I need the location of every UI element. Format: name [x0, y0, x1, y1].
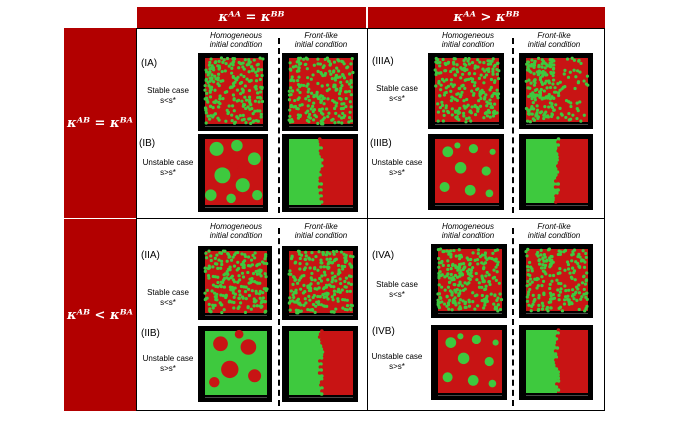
case-stable-line2: s<s* — [389, 290, 405, 299]
sim-panel-IIIA-homogeneous — [428, 53, 504, 129]
sim-panel-IA-front — [282, 53, 358, 131]
subcol-title-line1: Homogeneous — [209, 31, 263, 40]
case-stable: Stable case s<s* — [368, 280, 426, 300]
sim-panel-IVB-front — [519, 325, 593, 400]
sim-panel-IVB-homogeneous — [431, 325, 507, 400]
sim-panel-IB-homogeneous — [198, 134, 268, 212]
subcol-title-line1: Front-like — [537, 222, 571, 231]
case-stable: Stable case s<s* — [368, 84, 426, 104]
case-unstable-line1: Unstable case — [371, 158, 423, 167]
sim-panel-IIA-front — [282, 246, 358, 320]
divider-III — [512, 38, 514, 213]
label-IIIA: (IIIA) — [372, 56, 394, 67]
case-stable-line1: Stable case — [147, 86, 189, 95]
case-unstable-line2: s>s* — [389, 168, 405, 177]
label-IIB: (IIB) — [141, 328, 160, 339]
sim-panel-IIIB-homogeneous — [428, 134, 504, 210]
label-IVB: (IVB) — [372, 326, 395, 337]
case-unstable: Unstable case s>s* — [367, 352, 427, 372]
subcol-title-line1: Homogeneous — [209, 222, 263, 231]
subcol-title-homogeneous: Homogeneous initial condition — [428, 222, 508, 240]
subcol-title-line1: Homogeneous — [441, 222, 495, 231]
subcol-title-homogeneous: Homogeneous initial condition — [196, 31, 276, 49]
case-unstable: Unstable case s>s* — [367, 158, 427, 178]
subcol-title-line1: Homogeneous — [441, 31, 495, 40]
divider-II — [278, 228, 280, 406]
sim-panel-IVA-front — [519, 244, 593, 318]
case-stable-line2: s<s* — [160, 96, 176, 105]
subcol-title-homogeneous: Homogeneous initial condition — [428, 31, 508, 49]
subcol-title-front: Front-like initial condition — [281, 31, 361, 49]
sim-panel-IIB-front — [282, 326, 358, 402]
case-unstable: Unstable case s>s* — [135, 354, 201, 374]
case-unstable-line2: s>s* — [389, 362, 405, 371]
sim-panel-IIA-homogeneous — [198, 246, 272, 320]
case-unstable-line1: Unstable case — [142, 354, 194, 363]
case-unstable: Unstable case s>s* — [135, 158, 201, 178]
label-IIIB: (IIIB) — [370, 138, 392, 149]
subcol-title-line1: Front-like — [304, 31, 338, 40]
divider-IV — [512, 228, 514, 406]
subcol-title-line2: initial condition — [294, 40, 348, 49]
subcol-title-front: Front-like initial condition — [281, 222, 361, 240]
column-header-greater: κᴬᴬ > κᴮᴮ — [368, 7, 605, 28]
label-IA: (IA) — [141, 58, 158, 69]
subcol-title-line2: initial condition — [209, 231, 263, 240]
case-stable-line2: s<s* — [160, 298, 176, 307]
sim-panel-IIB-homogeneous — [198, 326, 272, 402]
row-header-less: κᴬᴮ < κᴮᴬ — [64, 219, 136, 411]
column-header-equal-text: κᴬᴬ = κᴮᴮ — [218, 10, 285, 25]
case-stable-line1: Stable case — [376, 84, 418, 93]
case-stable-line1: Stable case — [147, 288, 189, 297]
sim-panel-IA-homogeneous — [198, 53, 268, 131]
row-header-less-text: κᴬᴮ < κᴮᴬ — [67, 307, 133, 323]
subcol-title-line2: initial condition — [441, 231, 495, 240]
subcol-title-line2: initial condition — [209, 40, 263, 49]
case-unstable-line2: s>s* — [160, 364, 176, 373]
sim-panel-IB-front — [282, 134, 358, 212]
case-stable: Stable case s<s* — [138, 86, 198, 106]
sim-panel-IIIB-front — [519, 134, 593, 210]
subcol-title-line1: Front-like — [304, 222, 338, 231]
label-IB: (IB) — [139, 138, 156, 149]
subcol-title-line2: initial condition — [294, 231, 348, 240]
case-stable-line2: s<s* — [389, 94, 405, 103]
subcol-title-homogeneous: Homogeneous initial condition — [196, 222, 276, 240]
case-stable: Stable case s<s* — [138, 288, 198, 308]
subcol-title-line1: Front-like — [537, 31, 571, 40]
case-unstable-line1: Unstable case — [142, 158, 194, 167]
subcol-title-line2: initial condition — [527, 231, 581, 240]
column-header-equal: κᴬᴬ = κᴮᴮ — [137, 7, 366, 28]
case-stable-line1: Stable case — [376, 280, 418, 289]
sim-panel-IIIA-front — [519, 53, 593, 129]
case-unstable-line1: Unstable case — [371, 352, 423, 361]
subcol-title-front: Front-like initial condition — [514, 31, 594, 49]
sim-panel-IVA-homogeneous — [431, 244, 507, 318]
row-header-equal-text: κᴬᴮ = κᴮᴬ — [67, 115, 133, 131]
subcol-title-line2: initial condition — [527, 40, 581, 49]
label-IVA: (IVA) — [372, 250, 395, 261]
subcol-title-line2: initial condition — [441, 40, 495, 49]
column-header-greater-text: κᴬᴬ > κᴮᴮ — [453, 10, 520, 25]
subcol-title-front: Front-like initial condition — [514, 222, 594, 240]
label-IIA: (IIA) — [141, 250, 160, 261]
divider-I — [278, 38, 280, 213]
row-header-equal: κᴬᴮ = κᴮᴬ — [64, 28, 136, 218]
case-unstable-line2: s>s* — [160, 168, 176, 177]
